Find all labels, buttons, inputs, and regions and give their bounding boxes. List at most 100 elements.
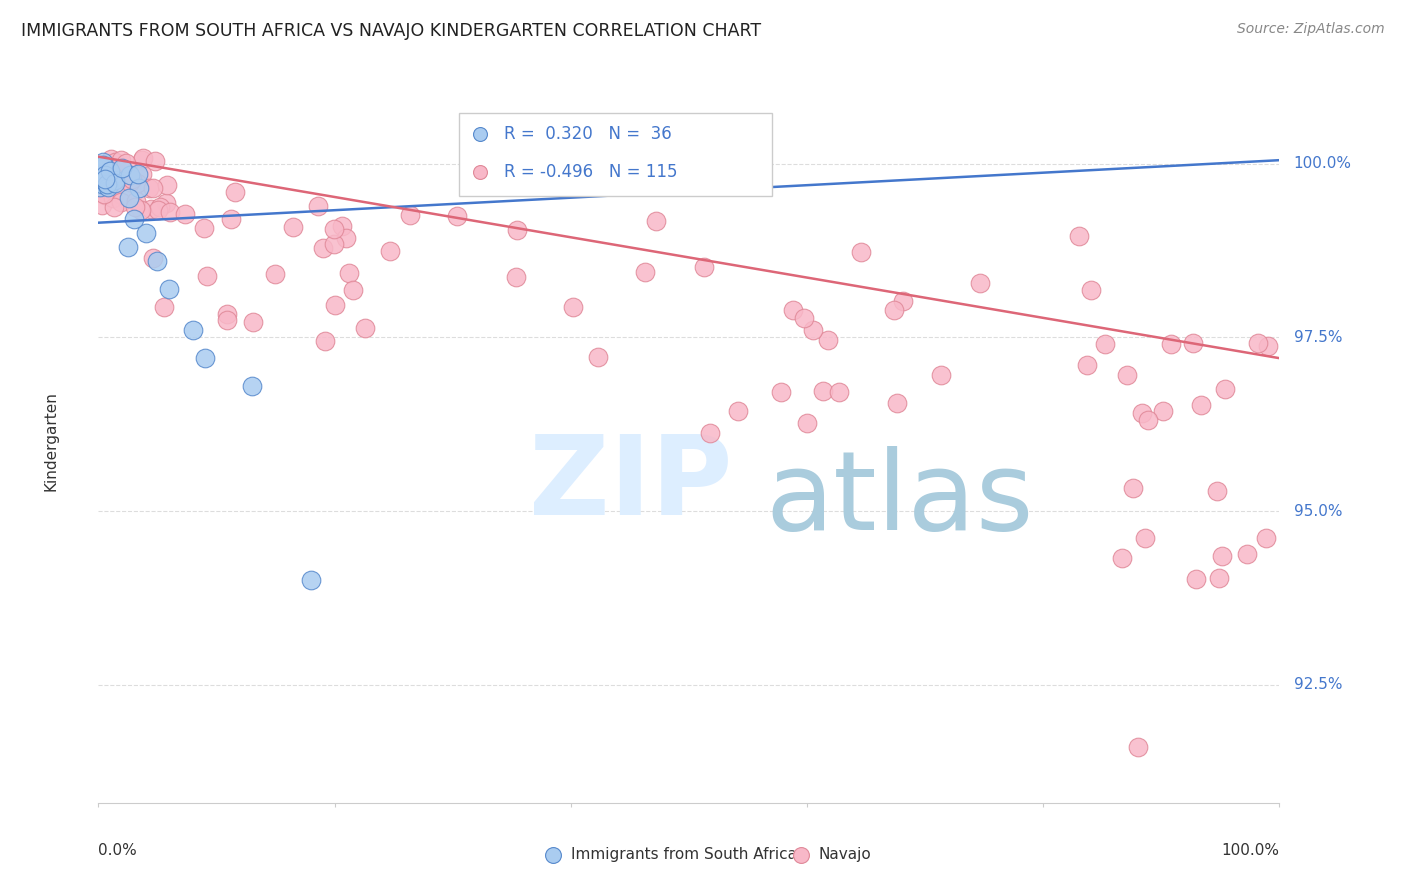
- Point: [159, 205, 181, 219]
- Point: [215, 307, 238, 321]
- Point: [769, 384, 792, 399]
- Point: [801, 323, 824, 337]
- Point: [240, 379, 263, 393]
- Point: [91, 171, 114, 186]
- Point: [727, 404, 749, 418]
- Point: [1257, 339, 1279, 353]
- Point: [100, 152, 122, 166]
- Point: [634, 265, 657, 279]
- Point: [157, 282, 180, 296]
- Point: [91, 161, 114, 176]
- Point: [149, 200, 172, 214]
- Point: [128, 181, 150, 195]
- Point: [122, 212, 145, 227]
- Point: [156, 178, 179, 192]
- FancyBboxPatch shape: [458, 112, 772, 196]
- Point: [94, 188, 117, 202]
- Text: 100.0%: 100.0%: [1222, 843, 1279, 857]
- Point: [91, 198, 114, 212]
- Text: Source: ZipAtlas.com: Source: ZipAtlas.com: [1237, 22, 1385, 37]
- Point: [111, 188, 134, 202]
- Point: [146, 254, 169, 268]
- Point: [115, 155, 138, 169]
- Point: [242, 315, 264, 329]
- Point: [139, 202, 162, 216]
- Point: [120, 169, 142, 183]
- Point: [782, 302, 804, 317]
- Point: [110, 161, 132, 175]
- Point: [1137, 413, 1160, 427]
- Text: R =  0.320   N =  36: R = 0.320 N = 36: [503, 126, 671, 144]
- Point: [143, 154, 166, 169]
- Point: [110, 153, 132, 167]
- Point: [1247, 336, 1270, 351]
- Point: [125, 194, 148, 209]
- Point: [131, 152, 153, 166]
- Point: [323, 236, 346, 251]
- Point: [96, 177, 118, 191]
- Point: [1208, 571, 1230, 585]
- Point: [1211, 549, 1233, 563]
- Point: [307, 198, 329, 212]
- Point: [174, 207, 197, 221]
- Point: [215, 312, 238, 326]
- Text: Kindergarten: Kindergarten: [44, 392, 59, 491]
- Point: [1122, 481, 1144, 495]
- Point: [1094, 336, 1116, 351]
- Point: [104, 154, 127, 169]
- Point: [103, 169, 125, 183]
- Point: [91, 178, 114, 192]
- Text: ZIP: ZIP: [530, 432, 733, 539]
- Point: [125, 177, 148, 191]
- Point: [97, 178, 120, 193]
- Point: [91, 166, 114, 180]
- Point: [131, 153, 153, 167]
- Text: R = -0.496   N = 115: R = -0.496 N = 115: [503, 163, 678, 181]
- Point: [93, 172, 115, 186]
- Point: [224, 185, 246, 199]
- Point: [929, 368, 952, 382]
- Point: [399, 208, 422, 222]
- Point: [699, 425, 721, 440]
- Point: [1185, 572, 1208, 586]
- Text: IMMIGRANTS FROM SOUTH AFRICA VS NAVAJO KINDERGARTEN CORRELATION CHART: IMMIGRANTS FROM SOUTH AFRICA VS NAVAJO K…: [21, 22, 761, 40]
- Point: [644, 213, 666, 227]
- Point: [588, 350, 610, 364]
- Point: [1213, 382, 1236, 396]
- Point: [93, 158, 115, 172]
- Point: [127, 168, 149, 182]
- Point: [124, 200, 146, 214]
- Point: [886, 395, 908, 409]
- Text: Immigrants from South Africa: Immigrants from South Africa: [571, 847, 797, 863]
- Point: [1152, 404, 1174, 418]
- Point: [299, 574, 322, 588]
- Point: [97, 180, 120, 194]
- Point: [93, 168, 115, 182]
- Point: [89, 171, 111, 186]
- Point: [446, 209, 468, 223]
- Point: [90, 168, 112, 182]
- Point: [1111, 551, 1133, 566]
- Point: [693, 260, 716, 275]
- Point: [103, 200, 125, 214]
- Point: [1067, 229, 1090, 244]
- Point: [195, 268, 218, 283]
- Text: Navajo: Navajo: [818, 847, 872, 863]
- Point: [98, 164, 121, 178]
- Point: [1132, 406, 1154, 420]
- Point: [263, 267, 285, 281]
- Point: [796, 416, 818, 430]
- Point: [323, 298, 346, 312]
- Point: [337, 266, 360, 280]
- Point: [93, 187, 115, 202]
- Point: [142, 251, 165, 265]
- Point: [103, 191, 125, 205]
- Point: [354, 321, 377, 335]
- Point: [98, 162, 121, 177]
- Point: [221, 211, 243, 226]
- Point: [851, 245, 873, 260]
- Text: 100.0%: 100.0%: [1294, 156, 1351, 171]
- Point: [1189, 398, 1212, 412]
- Point: [342, 283, 364, 297]
- Point: [117, 240, 139, 254]
